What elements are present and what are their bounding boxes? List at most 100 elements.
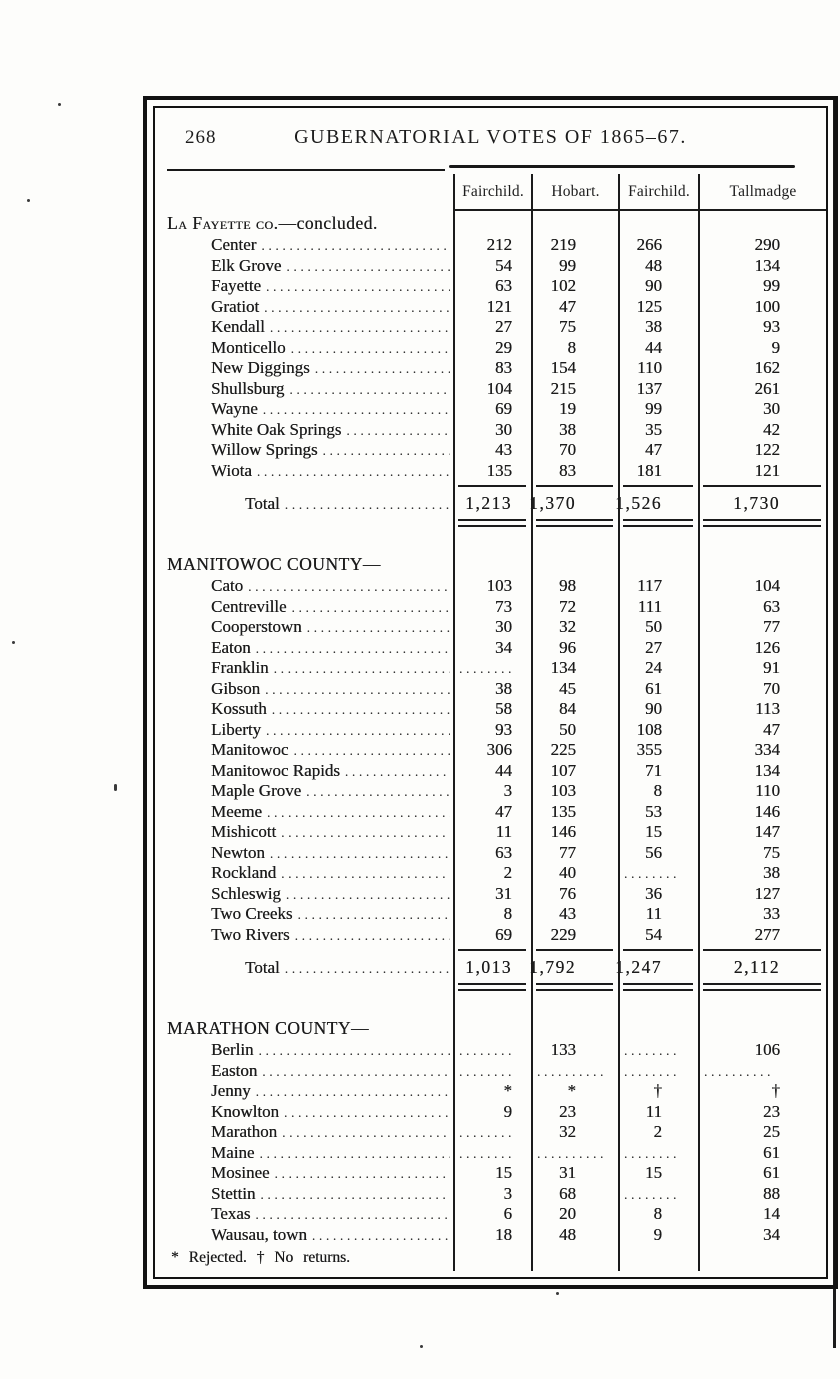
dot-leader [257, 465, 450, 481]
value-cell: ........ [453, 658, 531, 679]
rule-cell [698, 517, 826, 528]
empty-cell [155, 945, 453, 954]
table-row: Cooperstown 30 32 50 77 [155, 617, 826, 638]
table-row: Mishicott 11 146 15 147 [155, 822, 826, 843]
value-cell: 38 [531, 419, 618, 440]
vote-count: 75 [763, 842, 780, 862]
table-row: Monticello 29 8 44 9 [155, 337, 826, 358]
value-cell: 19 [531, 399, 618, 420]
dot-leader [312, 1229, 450, 1245]
vote-count: 1,247 [615, 957, 662, 977]
value-cell: 73 [453, 596, 531, 617]
rule-row [155, 981, 826, 992]
section-heading-row: MARATHON COUNTY— [155, 1016, 826, 1040]
vote-count: 34 [495, 637, 512, 657]
vote-count: 71 [645, 760, 662, 780]
vote-count: 63 [495, 276, 512, 296]
empty-cell [618, 1001, 698, 1016]
vote-count: 8 [503, 904, 513, 924]
vote-count: 44 [495, 760, 512, 780]
row-label-cell: Meeme [155, 802, 453, 823]
value-cell: 31 [453, 883, 531, 904]
dot-leader [323, 444, 450, 460]
value-cell: 83 [453, 358, 531, 379]
single-rule [536, 948, 613, 951]
vote-count: 334 [754, 740, 781, 760]
vote-count: 225 [550, 740, 577, 760]
value-cell: 71 [618, 760, 698, 781]
town-name: Manitowoc [211, 740, 289, 760]
value-cell: 108 [618, 719, 698, 740]
no-entry-dots: ........ [624, 867, 680, 883]
value-cell: 69 [453, 924, 531, 945]
no-entry-dots: ........ [459, 1146, 515, 1162]
no-entry-dots: ........ [624, 1064, 680, 1080]
vote-count: 134 [550, 658, 577, 678]
dot-leader [275, 1167, 450, 1183]
vote-count: 54 [495, 255, 512, 275]
value-cell: 43 [453, 440, 531, 461]
value-cell: 47 [618, 440, 698, 461]
town-name: Gratiot [211, 296, 260, 316]
row-label-cell: Kendall [155, 317, 453, 338]
vote-count: 93 [495, 719, 512, 739]
value-cell: 20 [531, 1204, 618, 1225]
scan-speck [58, 103, 61, 106]
vote-count: 104 [754, 576, 781, 596]
vote-count: 11 [495, 822, 512, 842]
value-cell: 3 [453, 781, 531, 802]
dot-leader [307, 621, 450, 637]
no-entry-dots: ........ [624, 1044, 680, 1060]
value-cell: 36 [618, 883, 698, 904]
value-cell: 72 [531, 596, 618, 617]
vote-count: 127 [754, 883, 781, 903]
town-name: Kendall [211, 317, 265, 337]
value-cell: 8 [618, 781, 698, 802]
column-header-label: Fairchild. [628, 182, 690, 200]
table-row: Maple Grove 3 103 8 110 [155, 781, 826, 802]
double-rule [623, 982, 693, 991]
vote-count: 9 [503, 1101, 513, 1121]
town-name: Newton [211, 842, 265, 862]
vote-count: 47 [495, 801, 512, 821]
rule-cell [531, 481, 618, 490]
vote-count: 266 [636, 235, 663, 255]
value-cell: 50 [531, 719, 618, 740]
town-name: Wayne [211, 399, 258, 419]
dot-leader [281, 867, 450, 883]
value-cell: 30 [453, 617, 531, 638]
dot-leader [266, 724, 450, 740]
page-header: 268 GUBERNATORIAL VOTES OF 1865–67. [155, 118, 826, 164]
value-cell: .......... [531, 1060, 618, 1081]
vote-count: 19 [559, 399, 576, 419]
row-label-cell: Center [155, 235, 453, 256]
header-rule-right [449, 165, 795, 168]
single-rule [458, 484, 526, 487]
vote-count: 103 [550, 781, 577, 801]
row-label-cell: White Oak Springs [155, 420, 453, 441]
value-cell: 154 [531, 358, 618, 379]
dot-leader [259, 1044, 451, 1060]
vote-count: 99 [559, 255, 576, 275]
town-name: Cato [211, 576, 244, 596]
value-cell: 2,112 [698, 954, 826, 981]
column-header-tallmadge: Tallmadge [698, 174, 826, 211]
value-cell: 229 [531, 924, 618, 945]
value-cell: 32 [531, 1122, 618, 1143]
value-cell: 306 [453, 740, 531, 761]
value-cell: 110 [698, 781, 826, 802]
vote-count: 11 [645, 1101, 662, 1121]
table-row: Rockland 2 40........ 38 [155, 863, 826, 884]
vote-count: 90 [645, 276, 662, 296]
table-row: Jenny * * † † [155, 1081, 826, 1102]
value-cell: 212 [453, 235, 531, 256]
value-cell: 146 [531, 822, 618, 843]
vote-count: 44 [645, 337, 662, 357]
value-cell: 146 [698, 801, 826, 822]
value-cell: ........ [618, 1040, 698, 1061]
table-row: Two Creeks 8 43 11 33 [155, 904, 826, 925]
value-cell: 61 [698, 1163, 826, 1184]
town-name: Wausau, town [211, 1224, 307, 1244]
vote-count: 215 [550, 378, 577, 398]
value-cell: 1,213 [453, 490, 531, 517]
